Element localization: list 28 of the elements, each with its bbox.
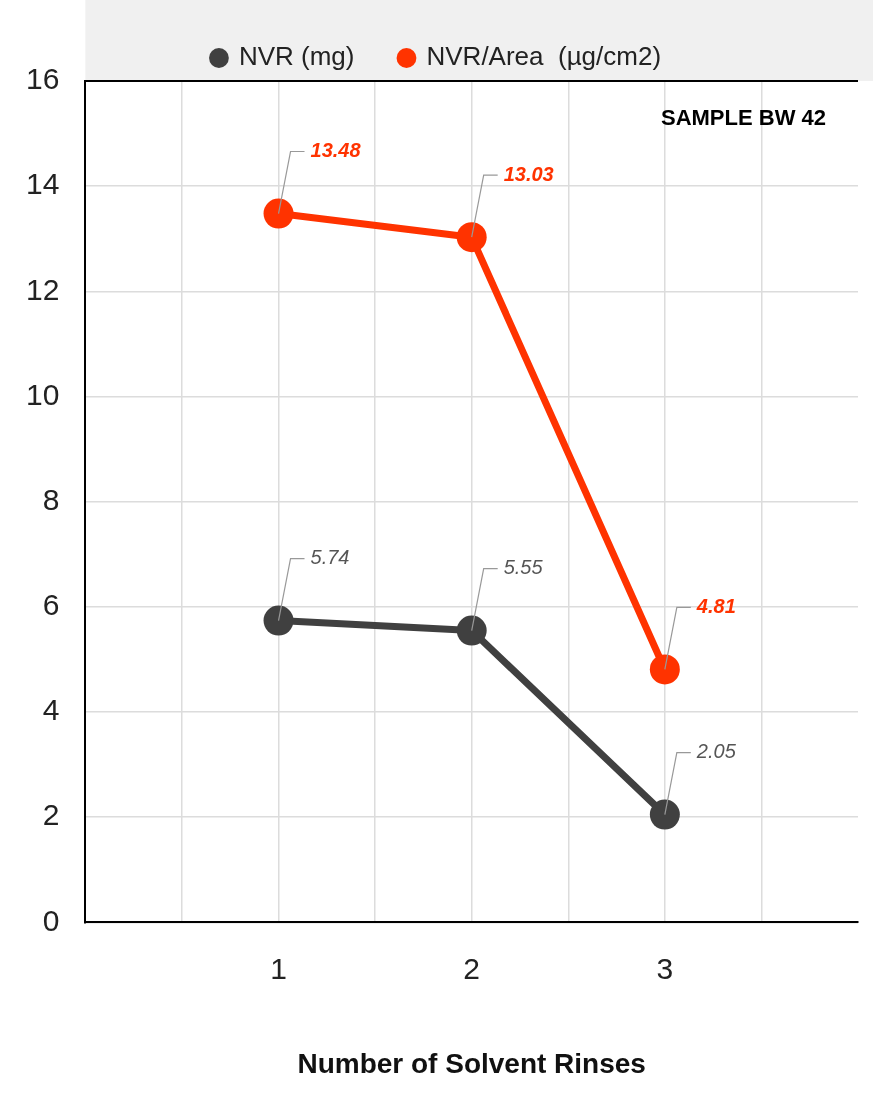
y-tick-label: 6: [42, 588, 60, 622]
y-tick-label: 0: [42, 903, 60, 937]
x-tick-label: 2: [463, 951, 481, 985]
data-label: 13.03: [503, 162, 554, 185]
data-label: 2.05: [695, 740, 737, 763]
data-label: 13.48: [310, 139, 362, 162]
point: [263, 198, 294, 229]
y-tick-label: 10: [25, 377, 60, 411]
annotation: SAMPLE BW 42: [660, 105, 826, 131]
point: [456, 615, 487, 646]
y-tick-label: 8: [42, 482, 60, 516]
y-tick-label: 14: [25, 167, 60, 201]
x-axis-title: Number of Solvent Rinses: [297, 1047, 646, 1079]
y-tick-label: 4: [42, 693, 60, 727]
point: [263, 605, 294, 636]
data-label: 5.74: [310, 546, 350, 569]
y-tick-label: 2: [42, 798, 60, 832]
point: [649, 654, 680, 685]
legend-label: NVR (mg): [238, 41, 355, 72]
y-tick-label: 16: [25, 62, 60, 96]
x-tick-label: 3: [656, 951, 674, 985]
legend-label: NVR/Area (µg/cm2): [426, 41, 662, 72]
point: [649, 799, 680, 830]
data-label: 4.81: [695, 594, 736, 617]
x-tick-label: 1: [270, 951, 287, 985]
point: [456, 222, 487, 253]
data-label: 5.55: [503, 556, 544, 579]
y-tick-label: 12: [25, 272, 60, 306]
